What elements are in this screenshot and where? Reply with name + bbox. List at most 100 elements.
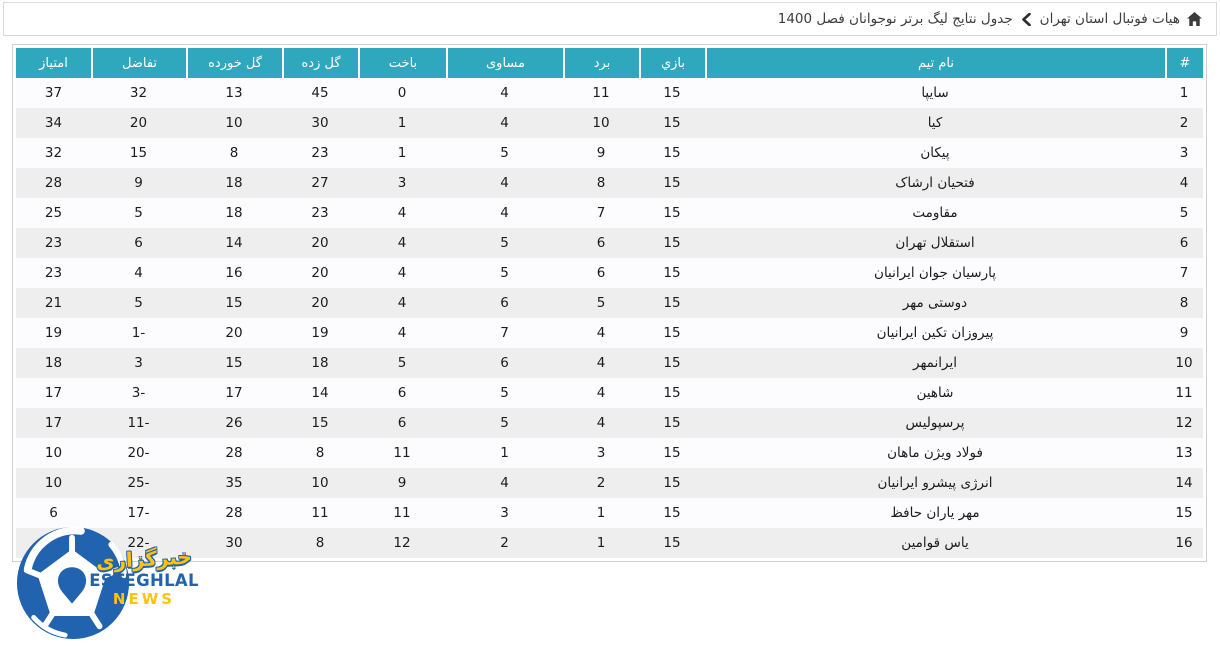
won-cell: 5	[596, 295, 606, 311]
table-row: 12 پرسپولیس 15 4 5 6 15 26 11- 17	[16, 408, 1203, 438]
table-row: 15 مهر یاران حافظ 15 1 3 11 11 28 17- 6	[16, 498, 1203, 528]
team-name-cell: پیکان	[920, 145, 950, 161]
drawn-cell: 5	[500, 415, 509, 431]
won-cell: 10	[592, 115, 610, 131]
rank-cell: 1	[1179, 85, 1189, 101]
lost-cell: 4	[397, 295, 407, 311]
header-rank: #	[1165, 48, 1203, 78]
standings-table: # نام تیم بازي برد مساوی باخت گل زده گل …	[16, 48, 1203, 558]
points-cell: 10	[44, 445, 63, 461]
drawn-cell: 4	[500, 175, 509, 191]
lost-cell: 9	[397, 475, 407, 491]
goals-against-cell: 13	[225, 85, 243, 101]
team-name-cell: ایرانمهر	[913, 355, 957, 371]
goal-diff-cell: 3-	[131, 385, 146, 401]
rank-cell: 15	[1175, 505, 1193, 521]
table-row: 4 فتحیان ارشاک 15 8 4 3 27 18 9 28	[16, 168, 1203, 198]
lost-cell: 4	[397, 265, 407, 281]
points-cell: 32	[44, 145, 63, 161]
goals-against-cell: 28	[225, 445, 243, 461]
table-row: 10 ایرانمهر 15 4 6 5 18 15 3 18	[16, 348, 1203, 378]
goals-against-cell: 18	[225, 205, 243, 221]
goals-for-cell: 20	[311, 295, 329, 311]
rank-cell: 12	[1175, 415, 1193, 431]
won-cell: 6	[596, 235, 606, 251]
played-cell: 15	[663, 505, 681, 521]
points-cell: 23	[44, 265, 63, 281]
won-cell: 4	[596, 415, 606, 431]
drawn-cell: 3	[500, 505, 509, 521]
played-cell: 15	[663, 235, 681, 251]
table-row: 14 انرژی پیشرو ایرانیان 15 2 4 9 10 35 2…	[16, 468, 1203, 498]
points-cell: 34	[44, 115, 63, 131]
won-cell: 6	[596, 265, 606, 281]
home-icon[interactable]	[1187, 12, 1202, 26]
table-row: 8 دوستی مهر 15 5 6 4 20 15 5 21	[16, 288, 1203, 318]
header-lost: باخت	[358, 48, 446, 78]
won-cell: 9	[596, 145, 606, 161]
points-cell: 6	[49, 505, 58, 521]
lost-cell: 11	[393, 505, 411, 521]
won-cell: 4	[596, 355, 606, 371]
points-cell: 37	[44, 85, 63, 101]
goals-for-cell: 23	[311, 145, 329, 161]
team-name-cell: فتحیان ارشاک	[895, 175, 975, 191]
lost-cell: 4	[397, 205, 407, 221]
table-row: 16 یاس قوامین 15 1 2 12 8 30 22- 5	[16, 528, 1203, 558]
goals-against-cell: 20	[225, 325, 243, 341]
header-goals-for: گل زده	[282, 48, 358, 78]
drawn-cell: 4	[500, 475, 509, 491]
rank-cell: 7	[1179, 265, 1189, 281]
table-row: 11 شاهین 15 4 5 6 14 17 3- 17	[16, 378, 1203, 408]
goal-diff-cell: 20-	[127, 445, 150, 461]
table-header-row: # نام تیم بازي برد مساوی باخت گل زده گل …	[16, 48, 1203, 78]
played-cell: 15	[663, 145, 681, 161]
goals-against-cell: 17	[225, 385, 243, 401]
points-cell: 10	[44, 475, 63, 491]
team-name-cell: پیروزان تکین ایرانیان	[876, 325, 994, 341]
goals-for-cell: 11	[311, 505, 329, 521]
goal-diff-cell: 5	[134, 205, 143, 221]
played-cell: 15	[663, 175, 681, 191]
goals-against-cell: 28	[225, 505, 243, 521]
header-goal-diff: تفاضل	[91, 48, 186, 78]
played-cell: 15	[663, 385, 681, 401]
table-row: 2 کیا 15 10 4 1 30 10 20 34	[16, 108, 1203, 138]
goal-diff-cell: 25-	[127, 475, 150, 491]
goals-against-cell: 35	[225, 475, 243, 491]
goals-for-cell: 30	[311, 115, 329, 131]
team-name-cell: انرژی پیشرو ایرانیان	[877, 475, 993, 491]
goals-against-cell: 15	[225, 295, 243, 311]
header-drawn: مساوی	[446, 48, 563, 78]
team-name-cell: فولاد ویژن ماهان	[887, 445, 983, 461]
lost-cell: 3	[397, 175, 407, 191]
goals-for-cell: 27	[311, 175, 329, 191]
played-cell: 15	[663, 85, 681, 101]
goal-diff-cell: 32	[129, 85, 148, 101]
team-name-cell: شاهین	[916, 385, 954, 401]
goals-for-cell: 19	[311, 325, 329, 341]
goal-diff-cell: 4	[134, 265, 143, 281]
goal-diff-cell: 20	[129, 115, 148, 131]
drawn-cell: 4	[500, 85, 509, 101]
breadcrumb-parent-link[interactable]: هیات فوتبال استان تهران	[1039, 11, 1180, 27]
points-cell: 18	[44, 355, 63, 371]
played-cell: 15	[663, 115, 681, 131]
goals-for-cell: 8	[315, 535, 325, 551]
won-cell: 11	[592, 85, 610, 101]
lost-cell: 4	[397, 235, 407, 251]
played-cell: 15	[663, 475, 681, 491]
standings-table-container: # نام تیم بازي برد مساوی باخت گل زده گل …	[12, 44, 1207, 562]
rank-cell: 11	[1175, 385, 1193, 401]
header-points: امتیاز	[16, 48, 91, 78]
chevron-left-icon	[1021, 12, 1031, 26]
played-cell: 15	[663, 265, 681, 281]
lost-cell: 5	[397, 355, 407, 371]
lost-cell: 1	[397, 115, 407, 131]
table-row: 3 پیکان 15 9 5 1 23 8 15 32	[16, 138, 1203, 168]
rank-cell: 2	[1179, 115, 1189, 131]
drawn-cell: 5	[500, 385, 509, 401]
drawn-cell: 5	[500, 145, 509, 161]
team-name-cell: مهر یاران حافظ	[890, 505, 980, 521]
won-cell: 1	[596, 505, 606, 521]
